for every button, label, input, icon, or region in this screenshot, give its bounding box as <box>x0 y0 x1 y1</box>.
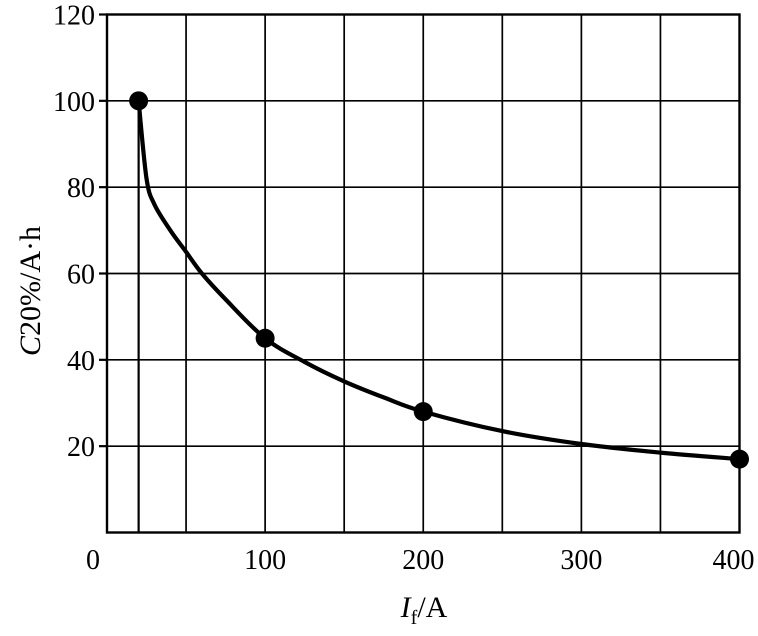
x-axis-subscript: f <box>410 607 418 629</box>
y-tick-label-1: 40 <box>67 346 95 377</box>
y-axis-variable: C <box>14 335 47 356</box>
data-point-0 <box>129 91 149 111</box>
y-tick-label-5: 120 <box>53 1 95 32</box>
x-tick-label-1: 100 <box>244 545 286 576</box>
data-point-1 <box>255 328 275 348</box>
y-tick-label-0: 20 <box>67 432 95 463</box>
y-tick-label-4: 100 <box>53 87 95 118</box>
x-axis-unit: /A <box>417 591 448 624</box>
x-tick-label-0: 0 <box>86 545 100 576</box>
x-tick-label-3: 300 <box>560 545 602 576</box>
y-axis-title: C20%/A·h <box>14 226 48 356</box>
data-point-3 <box>730 449 749 469</box>
x-tick-label-2: 200 <box>402 545 444 576</box>
x-axis-title: If/A <box>400 591 448 628</box>
x-axis-variable: I <box>400 591 411 624</box>
y-tick-label-3: 80 <box>67 173 95 204</box>
capacity-curve <box>136 98 742 462</box>
data-point-2 <box>413 402 433 422</box>
y-axis-unit: 20%/A·h <box>14 226 47 336</box>
y-tick-label-2: 60 <box>67 260 95 291</box>
x-tick-label-4: 400 <box>713 545 755 576</box>
